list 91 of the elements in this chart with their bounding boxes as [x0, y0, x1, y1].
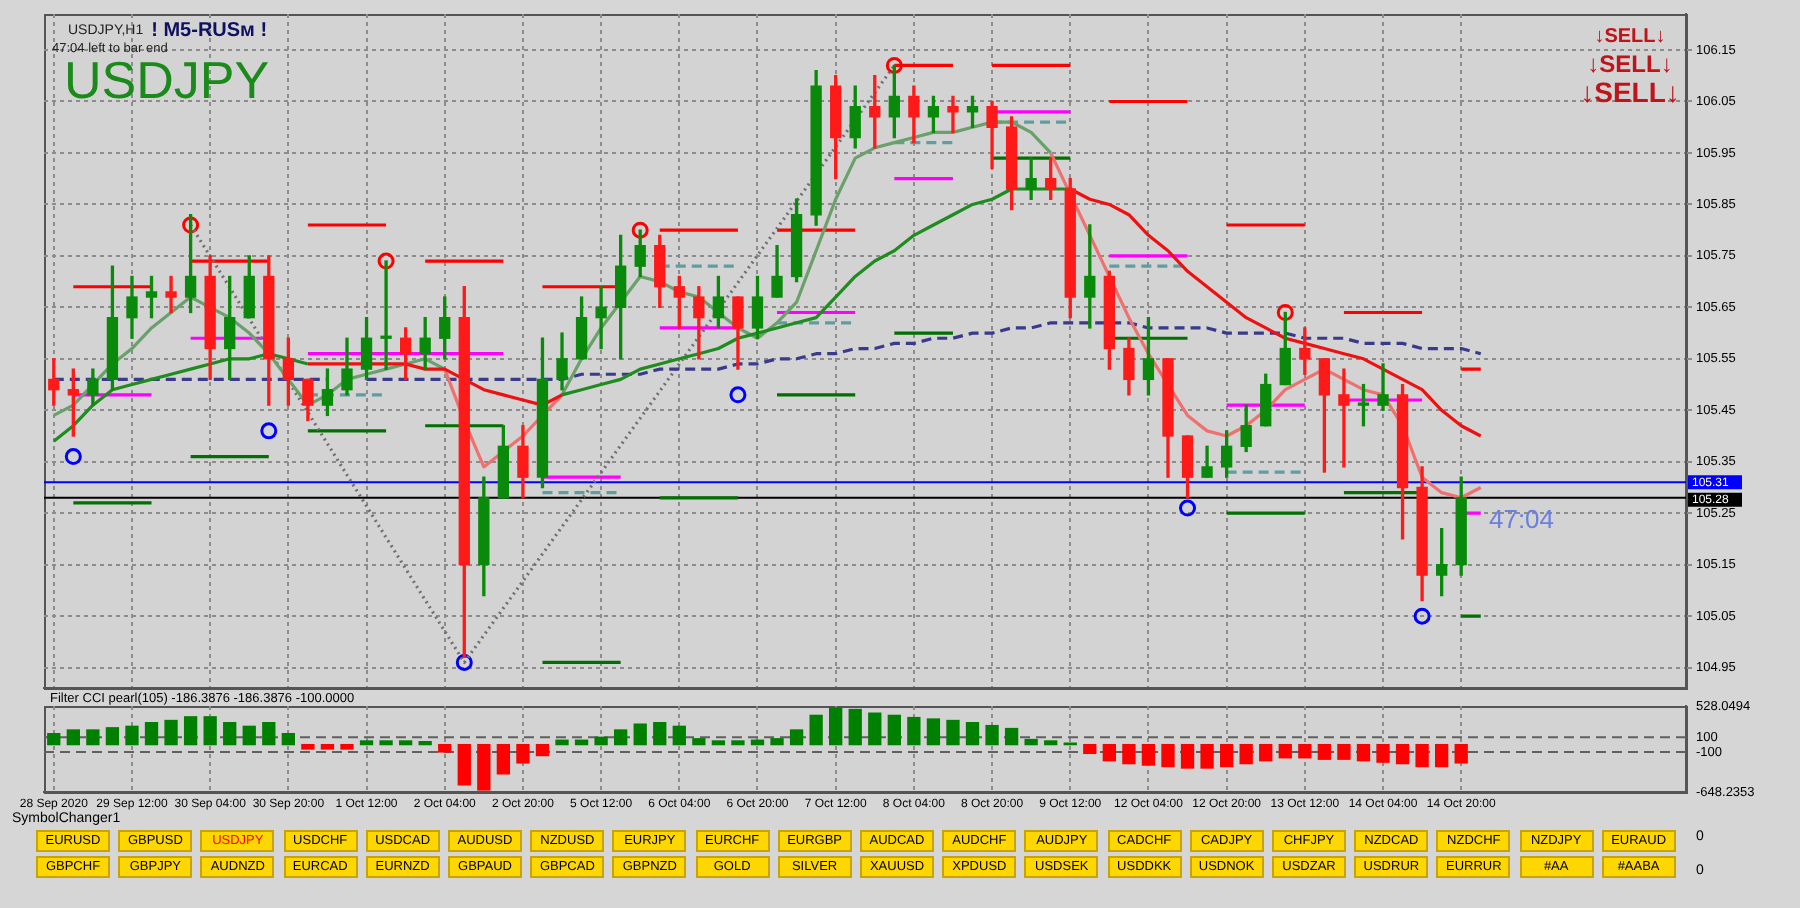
bar [1004, 727, 1019, 746]
bar [47, 732, 61, 746]
bar [66, 729, 80, 746]
bar [672, 725, 686, 746]
bar [1337, 743, 1351, 760]
bar [829, 707, 843, 746]
point [64, 448, 82, 466]
bar [379, 740, 393, 746]
bar [183, 716, 198, 746]
bar [555, 739, 569, 746]
bar [86, 729, 100, 746]
candlestick [947, 95, 959, 134]
bar [985, 724, 999, 746]
bar [1083, 743, 1097, 755]
candlestick [595, 286, 607, 350]
bar [1161, 743, 1175, 768]
bar [203, 716, 217, 746]
bar [105, 727, 120, 746]
bar [809, 714, 823, 746]
bar [164, 719, 178, 746]
bar [1239, 743, 1253, 765]
bar [359, 740, 374, 746]
annotation: ! M5-RUSм ! [151, 20, 268, 42]
bar [789, 729, 804, 746]
candlestick [165, 275, 177, 314]
point [1179, 499, 1197, 517]
bar [1278, 743, 1292, 759]
bar [1141, 743, 1156, 766]
bar [1415, 743, 1429, 768]
point [631, 221, 649, 239]
annotation: ↓SELL↓ [1587, 50, 1673, 78]
bar [281, 732, 296, 746]
bar [653, 722, 667, 746]
bar [1259, 743, 1273, 762]
bar [711, 740, 726, 746]
bar [1219, 743, 1234, 768]
bar [1356, 743, 1371, 762]
bar [1395, 743, 1410, 765]
point [260, 422, 278, 440]
candlestick [1377, 363, 1389, 411]
point [1413, 607, 1431, 625]
bar [594, 736, 608, 746]
bar [1180, 743, 1195, 769]
bar [887, 714, 901, 746]
bar [848, 708, 862, 746]
bar [1102, 743, 1117, 762]
annotation: ↓SELL↓ [1580, 76, 1680, 108]
bar [262, 722, 276, 746]
bar [320, 743, 335, 750]
bar [535, 743, 550, 757]
point [182, 216, 200, 234]
bar [770, 738, 784, 746]
bar [1317, 743, 1332, 760]
bar [1122, 743, 1136, 765]
candlestick [1338, 368, 1350, 468]
bar [1200, 743, 1214, 769]
text: USDJPY [64, 50, 270, 110]
bar [438, 743, 452, 753]
bar [125, 725, 139, 746]
point [455, 653, 473, 671]
bar [614, 729, 628, 746]
annotation: ↓SELL↓ [1594, 26, 1666, 48]
bar [868, 712, 882, 746]
bar [946, 719, 960, 746]
bar [731, 740, 745, 746]
bar [1044, 740, 1058, 746]
bar [477, 743, 491, 791]
point [885, 56, 903, 74]
bar [516, 743, 530, 764]
bar [926, 718, 941, 746]
point [1276, 304, 1294, 321]
bar [301, 743, 315, 750]
bar [496, 743, 511, 775]
annotation: 47:04 [1488, 504, 1555, 535]
bar [965, 722, 980, 746]
bar [1298, 743, 1312, 759]
bar [398, 740, 413, 746]
bar [633, 723, 647, 746]
bar [1024, 738, 1038, 746]
bar [242, 725, 256, 746]
bar [457, 743, 471, 786]
bar [223, 722, 237, 746]
bar [144, 722, 159, 746]
bar [1376, 743, 1390, 763]
bar [692, 738, 706, 746]
bar [1435, 743, 1449, 768]
bar [907, 716, 921, 746]
point [377, 252, 395, 270]
point [729, 386, 747, 404]
bar [1454, 743, 1468, 764]
bar [340, 743, 354, 750]
